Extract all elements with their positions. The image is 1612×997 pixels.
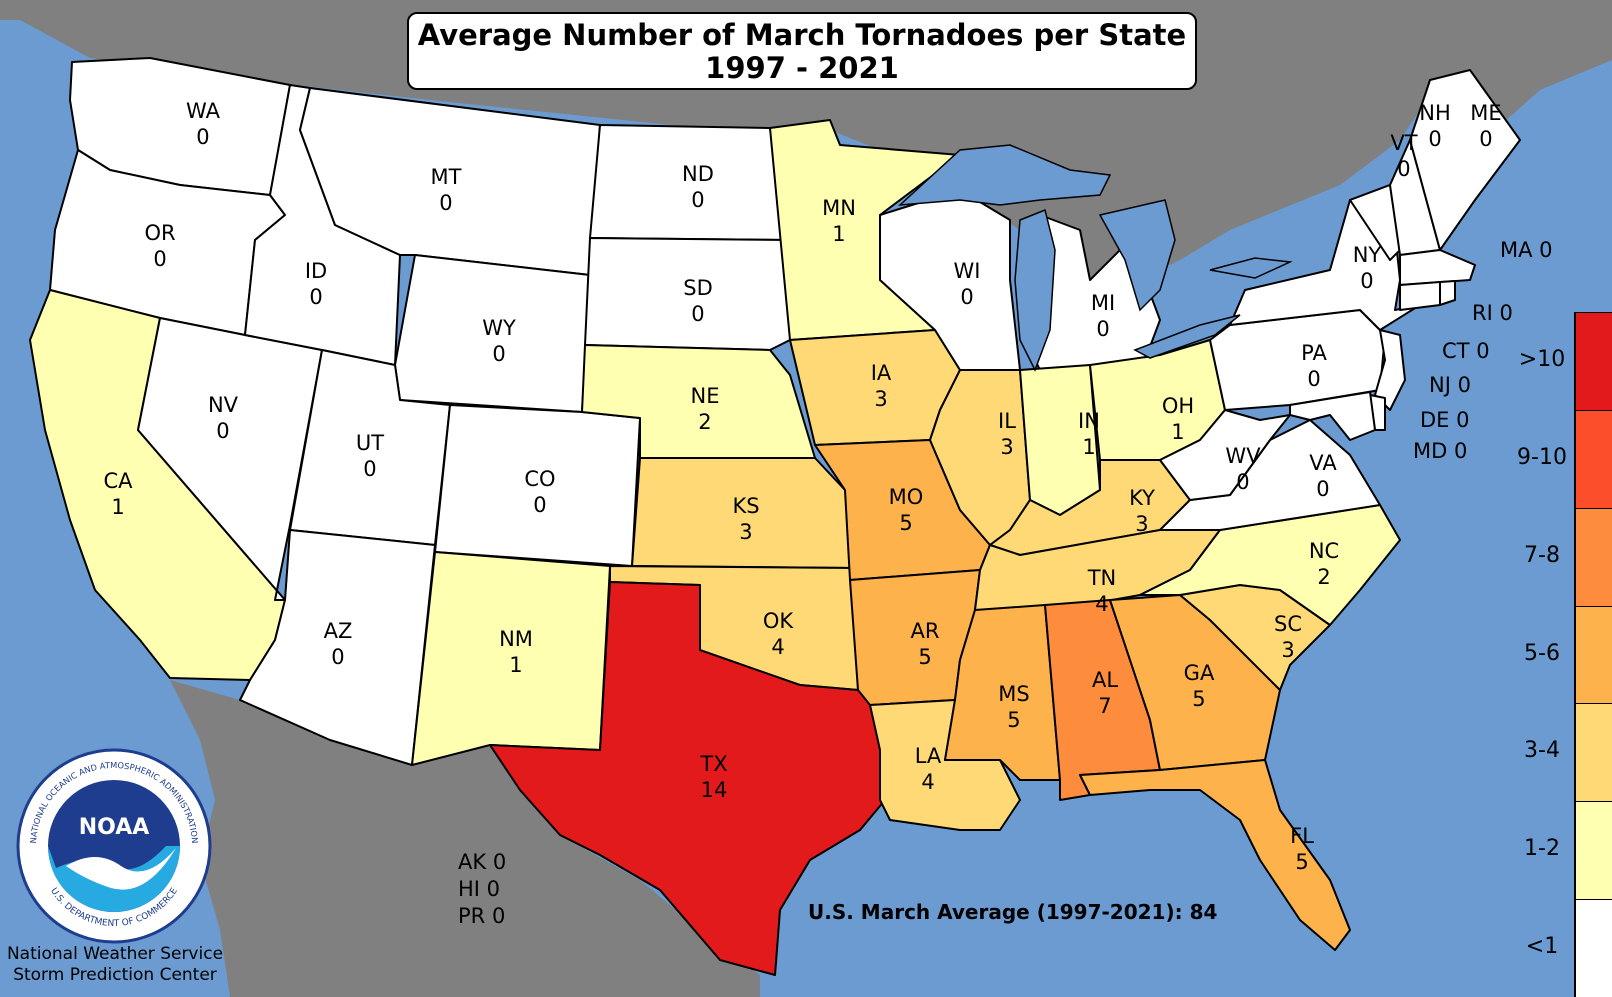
label-MI: MI 0 [1090, 291, 1116, 341]
label-UT: UT 0 [355, 431, 385, 481]
label-MT: MT 0 [430, 165, 462, 215]
title-line1: Average Number of March Tornadoes per St… [417, 18, 1187, 52]
label-NE: NE 2 [690, 384, 720, 434]
label-WA: WA 0 [186, 99, 220, 149]
state-RI [1439, 280, 1456, 306]
label-HI: HI 0 [458, 877, 501, 901]
legend-swatch [1576, 507, 1612, 606]
label-GA: GA 5 [1183, 661, 1215, 711]
lake-ontario [1209, 257, 1293, 279]
label-WV: WV 0 [1225, 444, 1261, 494]
legend-label: 5-6 [1524, 640, 1560, 666]
label-NJ: NJ 0 [1429, 373, 1471, 397]
label-TN: TN 4 [1087, 566, 1117, 616]
label-CO: CO 0 [524, 467, 556, 517]
label-RI: RI 0 [1472, 301, 1513, 325]
label-NH: NH 0 [1419, 101, 1451, 151]
lake-erie [1133, 314, 1241, 359]
noaa-logo: NOAA NATIONAL OCEANIC AND ATMOSPHERIC AD… [16, 748, 212, 944]
legend-label: 7-8 [1524, 542, 1560, 568]
label-IN: IN 1 [1078, 409, 1100, 459]
state-TX [489, 581, 886, 976]
canada-land [0, 0, 1612, 295]
legend-swatch [1576, 312, 1612, 410]
label-NV: NV 0 [207, 393, 239, 443]
legend-swatch [1576, 409, 1612, 508]
label-NM: NM 1 [499, 627, 533, 677]
label-VT: VT 0 [1390, 131, 1418, 181]
lake-michigan [1014, 208, 1056, 372]
label-OK: OK 4 [762, 609, 794, 659]
label-LA: LA 4 [914, 744, 942, 794]
label-NC: NC 2 [1308, 539, 1340, 589]
label-SC: SC 3 [1274, 612, 1302, 662]
state-MA [1399, 249, 1476, 286]
label-MO: MO 5 [888, 485, 924, 535]
legend-label: >10 [1518, 346, 1566, 372]
title-line2: 1997 - 2021 [705, 51, 899, 85]
legend-swatch [1576, 801, 1612, 900]
state-NJ [1374, 329, 1406, 411]
label-WY: WY 0 [482, 316, 516, 366]
label-VA: VA 0 [1309, 451, 1337, 501]
label-MN: MN 1 [822, 196, 856, 246]
label-PR: PR 0 [458, 904, 506, 928]
label-FL: FL 5 [1290, 824, 1314, 874]
label-AL: AL 7 [1091, 668, 1119, 718]
label-ME: ME 0 [1470, 101, 1502, 151]
label-OR: OR 0 [144, 221, 176, 271]
state-CT [1399, 281, 1441, 311]
label-ND: ND 0 [682, 162, 714, 212]
label-AR: AR 5 [910, 619, 940, 669]
label-AK: AK 0 [458, 850, 507, 874]
label-SD: SD 0 [683, 276, 713, 326]
state-FL [1079, 759, 1351, 951]
label-AZ: AZ 0 [323, 619, 353, 669]
label-OH: OH 1 [1161, 394, 1195, 444]
label-TX: TX 14 [700, 752, 728, 802]
legend-label: 3-4 [1524, 738, 1560, 764]
label-CA: CA 1 [103, 469, 133, 519]
noaa-logo-text: NOAA [79, 815, 150, 840]
legend-swatch [1576, 703, 1612, 802]
legend-label: 1-2 [1524, 836, 1560, 862]
legend-label: 9-10 [1517, 444, 1567, 470]
label-WI: WI 0 [953, 259, 981, 309]
label-ID: ID 0 [304, 259, 328, 309]
legend-swatch [1576, 605, 1612, 704]
label-PA: PA 0 [1301, 341, 1327, 391]
nws-credit: National Weather Service Storm Predictio… [0, 944, 230, 986]
label-IA: IA 3 [870, 361, 892, 411]
label-NY: NY 0 [1352, 243, 1382, 293]
label-MS: MS 5 [998, 682, 1030, 732]
lake-superior [897, 144, 1112, 206]
legend-bar [1574, 312, 1612, 997]
label-KY: KY 3 [1129, 486, 1155, 536]
label-MD: MD 0 [1413, 439, 1468, 463]
mexico-land [170, 680, 760, 997]
lake-huron [1098, 199, 1176, 312]
state-WY [394, 254, 591, 413]
label-CT: CT 0 [1442, 339, 1490, 363]
legend-label: <1 [1525, 934, 1559, 960]
state-MD [1289, 391, 1376, 441]
credit-line2: Storm Prediction Center [13, 965, 217, 985]
us-average: U.S. March Average (1997-2021): 84 [808, 900, 1218, 924]
label-KS: KS 3 [732, 494, 760, 544]
state-SD [584, 237, 791, 351]
map-title: Average Number of March Tornadoes per St… [407, 12, 1197, 90]
state-CO [434, 404, 641, 567]
legend-swatch [1576, 899, 1612, 997]
other-regions: AK 0 HI 0 PR 0 [458, 849, 506, 930]
label-IL: IL 3 [998, 409, 1016, 459]
credit-line1: National Weather Service [6, 944, 224, 964]
label-MA: MA 0 [1500, 238, 1553, 262]
label-DE: DE 0 [1420, 408, 1470, 432]
